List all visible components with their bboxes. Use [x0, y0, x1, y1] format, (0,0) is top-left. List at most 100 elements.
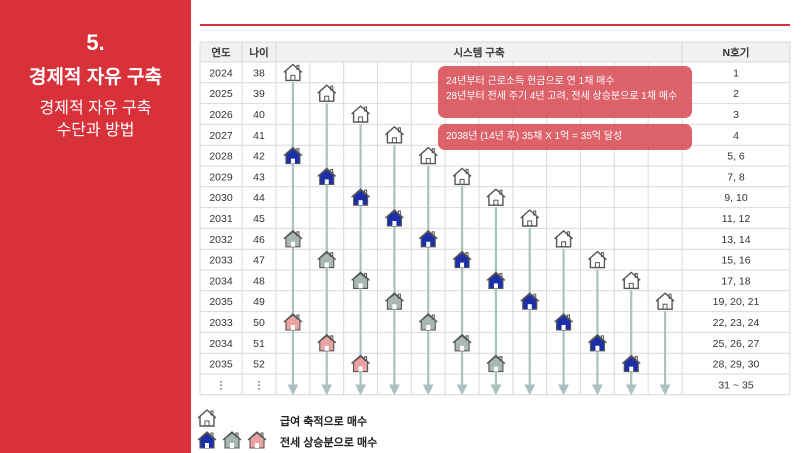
section-title: 경제적 자유 구축: [29, 67, 162, 88]
cell-n: 11, 12: [722, 213, 751, 225]
cell-age: 50: [253, 317, 265, 329]
note-goal: 2038년 (14년 후) 35채 X 1억 = 35억 달성: [438, 124, 692, 150]
cell-age: 51: [253, 338, 265, 350]
house-outline-icon: [587, 250, 607, 269]
cell-age: 38: [253, 67, 265, 79]
legend-jeonse-label: 전세 상승분으로 매수: [280, 437, 378, 449]
section-subtitle-line1: 경제적 자유 구축: [39, 100, 152, 117]
house-outline-icon: [317, 84, 337, 102]
cell-year: 2030: [209, 192, 233, 204]
header-system: 시스템 구축: [453, 46, 505, 59]
house-blue-icon: [418, 229, 438, 248]
sidebar: 5. 경제적 자유 구축 경제적 자유 구축 수단과 방법: [0, 0, 191, 453]
house-outline-icon: [351, 105, 371, 123]
cell-year: 2024: [209, 67, 233, 79]
cell-age: 43: [253, 171, 265, 183]
cell-year: 2034: [209, 338, 233, 350]
cell-age: 40: [253, 109, 265, 121]
cell-n: 13, 14: [721, 234, 750, 246]
cell-age: 52: [253, 359, 265, 371]
house-grey-icon: [222, 431, 242, 449]
house-blue-icon: [486, 271, 506, 289]
cell-n: 4: [733, 130, 739, 142]
cell-age: 44: [253, 192, 265, 204]
house-outline-icon: [197, 409, 217, 427]
house-outline-icon: [486, 188, 506, 206]
cell-age: 46: [253, 234, 265, 246]
note-goal-text: 2038년 (14년 후) 35채 X 1억 = 35억 달성: [446, 131, 623, 142]
cell-year: 2031: [209, 213, 233, 225]
house-outline-icon: [384, 125, 404, 144]
house-pink-icon: [351, 354, 371, 373]
cell-age: 41: [253, 130, 265, 142]
cell-year: ⋮: [216, 379, 227, 391]
section-subtitle-line2: 수단과 방법: [56, 122, 135, 139]
note-line-1: 24년부터 근로소득 현금으로 연 1채 매수: [446, 76, 615, 87]
house-outline-icon: [418, 146, 438, 165]
house-pink-icon: [317, 333, 337, 352]
cell-age: 45: [253, 213, 265, 225]
house-grey-icon: [418, 313, 438, 331]
house-grey-icon: [452, 333, 472, 352]
cell-n: 7, 8: [727, 171, 745, 183]
cell-n: 2: [733, 88, 739, 100]
house-grey-icon-shape: [222, 431, 242, 449]
cell-year: 2034: [209, 275, 233, 287]
section-number: 5.: [86, 30, 105, 55]
house-outline-icon-shape: [197, 409, 217, 427]
cell-year: 2029: [209, 171, 233, 183]
house-blue-icon: [283, 146, 303, 165]
cell-n: 1: [733, 67, 739, 79]
header-age: 나이: [249, 46, 268, 59]
house-grey-icon: [351, 271, 371, 289]
cell-n: 15, 16: [721, 255, 750, 267]
house-blue-icon: [384, 209, 404, 227]
cell-year: 2032: [209, 234, 233, 246]
house-blue-icon: [554, 313, 574, 331]
house-grey-icon: [283, 229, 303, 248]
legend-salary-label: 급여 축적으로 매수: [280, 416, 368, 428]
house-outline-icon: [520, 209, 540, 227]
note-line-2: 28년부터 전세 주기 4년 고려, 전세 상승분으로 1채 매수: [446, 91, 678, 102]
cell-n: 28, 29, 30: [713, 359, 760, 371]
cell-age: 42: [253, 151, 265, 163]
house-blue-icon: [317, 167, 337, 185]
cell-n: 5, 6: [727, 151, 745, 163]
house-blue-icon: [621, 354, 641, 373]
cell-year: 2033: [209, 317, 233, 329]
house-grey-icon: [317, 250, 337, 269]
house-pink-icon-shape: [247, 431, 267, 449]
cell-n: 17, 18: [721, 275, 750, 287]
house-outline-icon: [452, 167, 472, 186]
cell-n: 31 ~ 35: [718, 379, 753, 391]
note-purchase-plan: 24년부터 근로소득 현금으로 연 1채 매수 28년부터 전세 주기 4년 고…: [438, 66, 692, 118]
cell-age: 39: [253, 88, 265, 100]
header-n: N호기: [723, 46, 750, 59]
header-year: 연도: [211, 46, 231, 59]
house-outline-icon: [554, 229, 574, 248]
cell-year: 2027: [209, 130, 233, 142]
cell-age: ⋮: [254, 379, 265, 391]
table-header-bg: [200, 42, 790, 62]
cell-n: 22, 23, 24: [713, 317, 760, 329]
cell-age: 49: [253, 296, 265, 308]
house-blue-icon: [587, 333, 607, 352]
cell-age: 48: [253, 275, 265, 287]
cell-year: 2033: [209, 255, 233, 267]
house-grey-icon: [486, 354, 506, 373]
house-blue-icon-shape: [197, 431, 217, 449]
cell-age: 47: [253, 255, 265, 267]
house-pink-icon: [283, 313, 303, 331]
cell-year: 2035: [209, 359, 233, 371]
house-outline-icon: [283, 63, 303, 82]
cell-year: 2025: [209, 88, 233, 100]
house-blue-icon: [351, 188, 371, 206]
house-blue-icon: [520, 292, 540, 310]
cell-year: 2026: [209, 109, 233, 121]
house-outline-icon: [655, 292, 675, 310]
cell-year: 2035: [209, 296, 233, 308]
house-outline-icon: [621, 271, 641, 290]
cell-year: 2028: [209, 151, 233, 163]
house-pink-icon: [247, 431, 267, 449]
